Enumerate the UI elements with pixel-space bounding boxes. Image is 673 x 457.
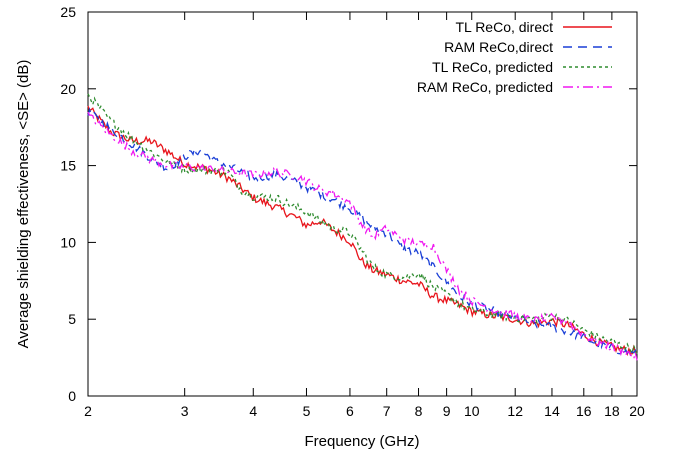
x-axis-label: Frequency (GHz) [304,433,419,450]
series-group [87,93,638,361]
x-tick-label: 18 [604,403,620,419]
x-tick-label: 6 [346,403,354,419]
x-tick-label: 4 [249,403,257,419]
axis-ticks: 2 3 4 5 6 7 8 9 10 12 14 16 18 20 0 5 10 15 20 25 [60,4,645,419]
plot-area-frame [87,11,638,397]
x-tick-label: 5 [303,403,311,419]
y-tick-label: 25 [60,4,76,20]
series-line-1 [87,105,638,357]
y-tick-label: 5 [68,311,76,327]
y-tick-label: 10 [60,234,76,250]
legend-label: TL ReCo, predicted [432,59,553,75]
x-tick-label: 9 [443,403,451,419]
legend-label: RAM ReCo, predicted [417,79,553,95]
x-tick-label: 20 [629,403,645,419]
x-tick-label: 10 [464,403,480,419]
y-tick-label: 20 [60,81,76,97]
legend-label: RAM ReCo,direct [444,39,553,55]
y-tick-label: 15 [60,158,76,174]
y-axis-label: Average shielding effectiveness, <SE> (d… [15,60,32,349]
series-line-4 [87,111,638,361]
x-tick-label: 16 [576,403,592,419]
x-tick-label: 12 [507,403,523,419]
y-tick-label: 0 [68,388,76,404]
series-line-3 [87,93,638,355]
x-tick-label: 2 [84,403,92,419]
legend-label: TL ReCo, direct [455,19,553,35]
series-line-2 [87,107,638,358]
x-tick-label: 14 [544,403,560,419]
x-tick-label: 7 [383,403,391,419]
x-tick-label: 8 [415,403,423,419]
x-tick-label: 3 [181,403,189,419]
legend: TL ReCo, direct RAM ReCo,direct TL ReCo, p… [417,19,612,95]
